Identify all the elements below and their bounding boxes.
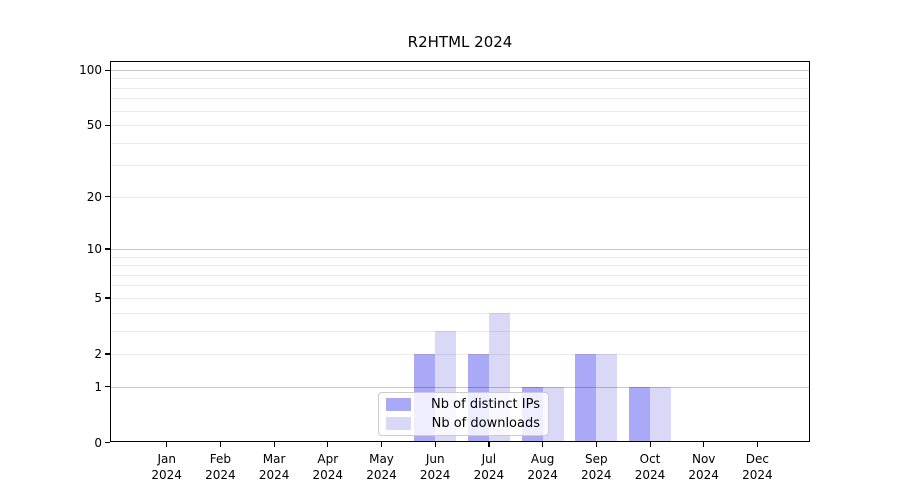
- x-tick-nov: [703, 442, 705, 447]
- x-tick-sep: [595, 442, 597, 447]
- x-tick-label-mar: Mar 2024: [258, 452, 290, 482]
- y-tick-10: [105, 248, 110, 250]
- y-tick-label-2: 2: [94, 346, 102, 361]
- y-tick-label-100: 100: [79, 63, 102, 77]
- chart-title: R2HTML 2024: [407, 33, 513, 51]
- x-tick-label-jul: Jul 2024: [473, 452, 505, 482]
- x-tick-label-sep: Sep 2024: [581, 452, 612, 482]
- y-tick-label-1: 1: [94, 379, 102, 394]
- y-tick-label-10: 10: [86, 241, 102, 256]
- x-tick-oct: [649, 442, 651, 447]
- x-tick-jan: [166, 442, 168, 447]
- legend-swatch-downloads: [386, 416, 411, 430]
- x-tick-label-apr: Apr 2024: [312, 452, 344, 482]
- x-tick-label-dec: Dec 2024: [742, 452, 773, 482]
- y-tick-2: [105, 353, 110, 355]
- plot-area: [110, 61, 810, 443]
- legend-label-distinct-ips: Nb of distinct IPs: [431, 397, 540, 413]
- y-tick-1: [105, 386, 110, 388]
- x-tick-label-may: May 2024: [366, 452, 397, 482]
- x-tick-label-jun: Jun 2024: [419, 452, 451, 482]
- x-tick-jul: [488, 442, 490, 447]
- y-tick-100: [105, 69, 110, 71]
- x-tick-feb: [219, 442, 222, 447]
- bar-downloads-sep: [596, 353, 618, 443]
- x-tick-label-jan: Jan 2024: [151, 452, 182, 482]
- x-tick-may: [381, 442, 383, 447]
- y-tick-label-20: 20: [86, 189, 102, 204]
- y-tick-50: [105, 124, 110, 126]
- x-tick-label-feb: Feb 2024: [205, 452, 236, 482]
- bar-downloads-oct: [650, 386, 671, 443]
- x-tick-dec: [756, 442, 759, 447]
- x-tick-label-nov: Nov 2024: [688, 452, 719, 482]
- bar-ips-oct: [629, 386, 650, 443]
- legend-item-distinct-ips: Nb of distinct IPs: [386, 397, 540, 413]
- y-tick-0: [105, 442, 110, 444]
- bars-layer: [110, 61, 810, 443]
- bar-ips-sep: [575, 353, 597, 443]
- y-tick-5: [105, 297, 110, 299]
- y-tick-label-50: 50: [86, 118, 102, 133]
- y-tick-20: [105, 196, 110, 198]
- legend: Nb of distinct IPs Nb of downloads: [378, 392, 549, 436]
- x-tick-label-aug: Aug 2024: [527, 452, 558, 482]
- x-tick-apr: [327, 442, 329, 447]
- x-tick-jun: [434, 442, 436, 447]
- legend-label-downloads: Nb of downloads: [431, 415, 540, 431]
- x-tick-mar: [273, 442, 275, 447]
- y-tick-label-0: 0: [94, 435, 102, 450]
- legend-item-downloads: Nb of downloads: [386, 416, 540, 432]
- x-tick-label-oct: Oct 2024: [634, 452, 666, 482]
- x-tick-aug: [542, 442, 544, 447]
- y-tick-label-5: 5: [94, 290, 102, 305]
- legend-swatch-distinct-ips: [386, 398, 411, 412]
